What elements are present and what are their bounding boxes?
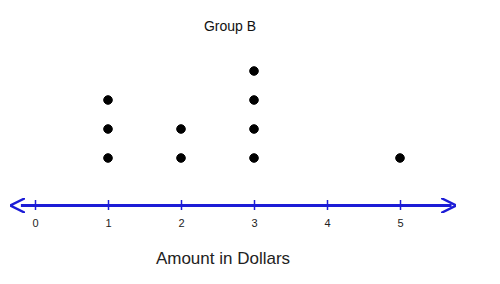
dot	[104, 96, 113, 105]
tick: 2	[178, 200, 184, 229]
axis-title: Amount in Dollars	[156, 249, 290, 268]
tick-label: 2	[178, 217, 184, 229]
tick-label: 5	[397, 217, 403, 229]
dot	[250, 125, 259, 134]
tick: 0	[32, 200, 38, 229]
dot	[104, 125, 113, 134]
tick-mark	[181, 200, 183, 210]
tick-mark	[400, 200, 402, 210]
dot	[396, 154, 405, 163]
dots	[104, 67, 405, 163]
tick-label: 0	[32, 217, 38, 229]
axis-line	[21, 204, 452, 207]
dot	[250, 67, 259, 76]
dot	[250, 96, 259, 105]
tick-mark	[327, 200, 329, 210]
tick-mark	[35, 200, 37, 210]
dot	[177, 154, 186, 163]
tick-mark	[254, 200, 256, 210]
dot	[104, 154, 113, 163]
tick-label: 3	[251, 217, 257, 229]
tick: 5	[397, 200, 403, 229]
dot	[250, 154, 259, 163]
dot	[177, 125, 186, 134]
tick-label: 4	[324, 217, 330, 229]
tick-mark	[108, 200, 110, 210]
title: Group B	[204, 18, 256, 34]
tick: 1	[105, 200, 111, 229]
tick: 3	[251, 200, 257, 229]
chart: Group B 0 1 2 3 4 5 Amount in Dollars	[0, 0, 500, 284]
x-axis: 0 1 2 3 4 5	[21, 200, 452, 229]
tick-label: 1	[105, 217, 111, 229]
tick: 4	[324, 200, 330, 229]
